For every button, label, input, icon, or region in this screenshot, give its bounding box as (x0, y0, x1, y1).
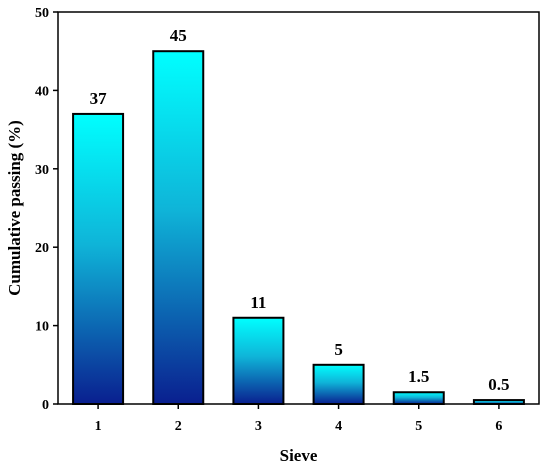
bars-layer (72, 50, 525, 406)
x-tick-label: 6 (495, 419, 502, 434)
x-axis-title: Sieve (280, 446, 318, 465)
data-label-sieve-4: 5 (334, 340, 343, 359)
y-tick-label: 30 (35, 163, 49, 178)
x-tick-label: 5 (415, 419, 422, 434)
x-tick-label: 3 (255, 419, 262, 434)
data-label-sieve-3: 11 (250, 293, 266, 312)
data-label-sieve-6: 0.5 (488, 375, 509, 394)
x-tick-label: 1 (95, 419, 102, 434)
data-label-sieve-2: 45 (170, 26, 187, 45)
y-tick-label: 20 (35, 241, 49, 256)
x-axis: 1 2 3 4 5 6 (95, 404, 502, 434)
plot-frame (57, 11, 540, 405)
bar-sieve-1 (72, 112, 125, 405)
data-label-sieve-1: 37 (90, 89, 108, 108)
y-tick-label: 0 (42, 398, 49, 413)
bar-sieve-5 (392, 391, 445, 405)
bar-sieve-3 (232, 316, 285, 406)
y-axis-title: Cumulative passing (%) (5, 120, 24, 296)
y-tick-label: 40 (35, 84, 49, 99)
y-axis: 0 10 20 30 40 50 (35, 6, 58, 413)
y-tick-label: 50 (35, 6, 49, 21)
data-label-sieve-5: 1.5 (408, 367, 429, 386)
bar-sieve-4 (312, 363, 365, 405)
bar-sieve-2 (152, 50, 205, 405)
x-tick-label: 4 (335, 419, 342, 434)
x-tick-label: 2 (175, 419, 182, 434)
value-labels-layer: 37 45 11 5 1.5 0.5 (90, 26, 510, 394)
y-tick-label: 10 (35, 320, 49, 335)
